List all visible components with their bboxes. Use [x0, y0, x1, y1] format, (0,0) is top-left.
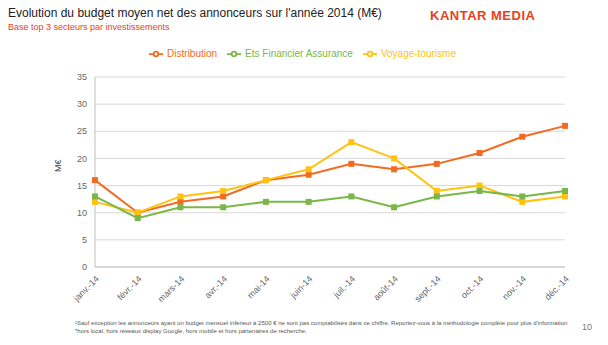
svg-text:juil.-14: juil.-14 [331, 274, 358, 301]
svg-text:M€: M€ [53, 159, 63, 172]
svg-text:0: 0 [82, 262, 87, 272]
svg-text:5: 5 [82, 235, 87, 245]
html-text:10: 10 [582, 322, 592, 332]
html-text:Ets Financier Assurance: Ets Financier Assurance [245, 47, 353, 59]
html-text:Evolution du budget moyen net: Evolution du budget moyen net des annonc… [8, 6, 382, 20]
svg-text:mars-14: mars-14 [156, 274, 186, 304]
svg-text:oct.-14: oct.-14 [459, 274, 486, 301]
svg-text:mai-14: mai-14 [245, 274, 272, 301]
html-text:Voyage-tourisme: Voyage-tourisme [380, 47, 456, 59]
svg-text:30: 30 [77, 99, 87, 109]
svg-text:janv.-14: janv.-14 [71, 274, 101, 304]
svg-text:20: 20 [77, 154, 87, 164]
svg-text:sept.-14: sept.-14 [413, 274, 443, 304]
svg-text:25: 25 [77, 126, 87, 136]
svg-text:août-14: août-14 [371, 274, 400, 303]
svg-text:35: 35 [77, 72, 87, 82]
html-text:¹Sauf exception les annonceurs: ¹Sauf exception les annonceurs ayant un … [75, 320, 568, 326]
svg-text:nov.-14: nov.-14 [500, 274, 528, 302]
html-text:Distribution: Distribution [167, 47, 218, 59]
svg-text:déc.-14: déc.-14 [543, 274, 571, 302]
svg-text:avr.-14: avr.-14 [203, 274, 230, 301]
svg-text:juin-14: juin-14 [288, 274, 315, 301]
html-text:*hors local, hors réseaux disp: *hors local, hors réseaux display Google… [75, 328, 307, 334]
svg-text:févr.-14: févr.-14 [115, 274, 143, 302]
html-text:KANTAR MEDIA: KANTAR MEDIA [430, 8, 536, 23]
svg-text:10: 10 [77, 208, 87, 218]
svg-text:15: 15 [77, 181, 87, 191]
html-text:Base top 3 secteurs par invest: Base top 3 secteurs par investissements [8, 22, 170, 32]
